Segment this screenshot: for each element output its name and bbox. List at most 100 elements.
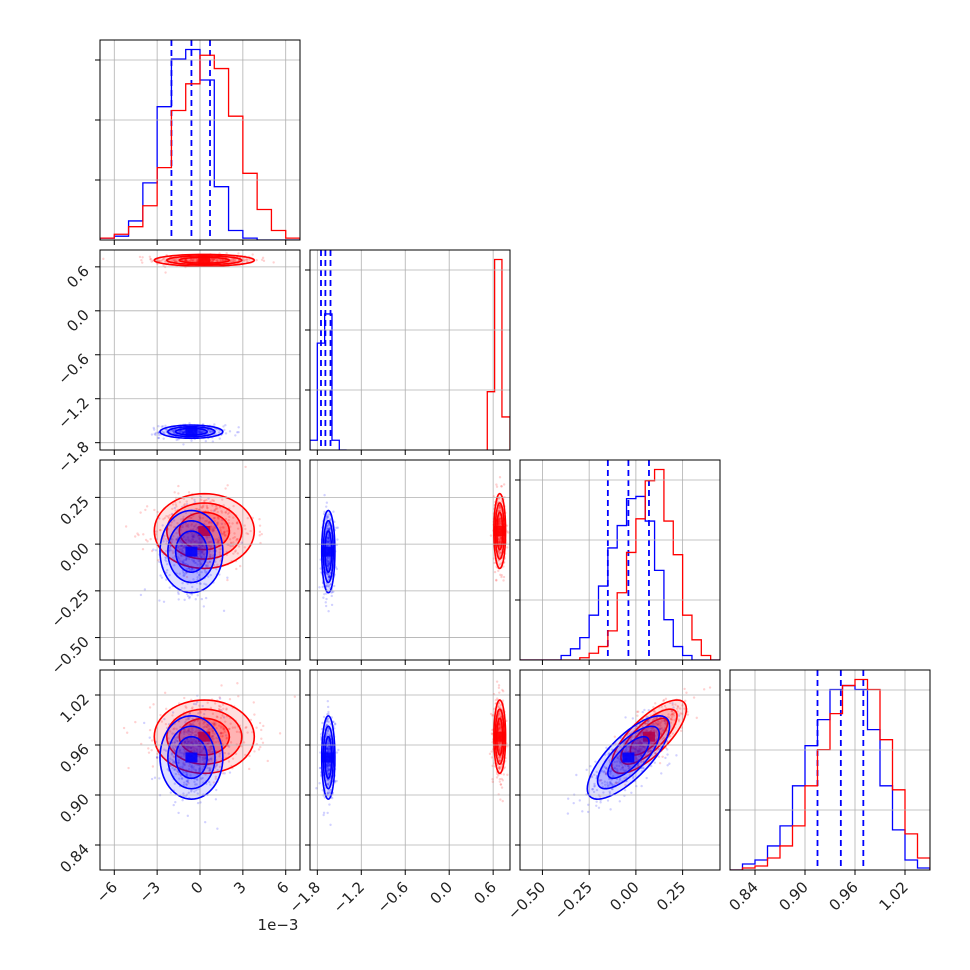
scatter-point: [328, 768, 331, 772]
scatter-point: [213, 526, 216, 530]
scatter-point: [335, 526, 338, 530]
scatter-point: [229, 260, 232, 263]
scatter-point: [197, 431, 201, 435]
scatter-point: [177, 438, 180, 441]
scatter-point: [329, 823, 332, 827]
scatter-point: [215, 567, 218, 571]
scatter-point: [178, 500, 182, 504]
scatter-point: [192, 534, 195, 537]
scatter-point: [214, 777, 217, 781]
scatter-point: [208, 757, 211, 761]
scatter-point: [158, 528, 162, 532]
scatter-point: [158, 777, 161, 780]
scatter-point: [657, 755, 661, 758]
scatter-point: [183, 503, 186, 506]
scatter-point: [175, 740, 179, 743]
contour-line: [178, 511, 231, 551]
scatter-point: [235, 521, 239, 525]
scatter-point: [159, 713, 162, 717]
scatter-point: [499, 505, 502, 508]
scatter-point: [232, 516, 235, 519]
scatter-point: [327, 573, 331, 577]
scatter-point: [325, 526, 329, 530]
scatter-point: [178, 547, 182, 551]
scatter-point: [608, 792, 612, 795]
scatter-point: [590, 775, 594, 779]
scatter-point: [195, 783, 198, 786]
scatter-point: [191, 722, 194, 726]
scatter-point: [219, 731, 223, 734]
x-tick-label: −6: [93, 878, 121, 906]
scatter-point: [167, 737, 170, 740]
scatter-point: [190, 738, 193, 742]
scatter-point: [327, 749, 331, 753]
scatter-point: [201, 553, 205, 556]
scatter-point: [190, 558, 194, 561]
scatter-point: [498, 759, 501, 762]
scatter-point: [325, 571, 328, 575]
scatter-point: [192, 525, 196, 528]
scatter-point: [591, 788, 595, 791]
scatter-point: [610, 787, 614, 791]
scatter-point: [685, 691, 688, 694]
scatter-point: [196, 594, 199, 597]
scatter-point: [654, 721, 657, 724]
scatter-point: [197, 755, 200, 758]
scatter-point: [218, 573, 221, 576]
scatter-point: [210, 757, 213, 760]
scatter-point: [326, 705, 330, 709]
scatter-point: [162, 257, 166, 260]
scatter-point: [641, 710, 644, 714]
scatter-point: [173, 727, 176, 730]
scatter-point: [326, 772, 330, 775]
scatter-point: [185, 562, 188, 566]
scatter-point: [197, 729, 200, 732]
scatter-point: [200, 570, 203, 574]
scatter-point: [203, 499, 206, 503]
scatter-point: [498, 746, 502, 750]
scatter-point: [200, 550, 204, 553]
scatter-point: [227, 745, 231, 748]
scatter-point: [213, 519, 216, 523]
scatter-point: [182, 783, 186, 787]
scatter-point: [180, 751, 183, 755]
scatter-point: [162, 437, 165, 440]
scatter-point: [180, 430, 184, 433]
density-core: [622, 752, 635, 763]
scatter-point: [190, 541, 193, 544]
scatter-point: [216, 715, 219, 719]
scatter-point: [634, 758, 638, 761]
scatter-point: [163, 431, 166, 434]
scatter-point: [206, 766, 209, 770]
scatter-point: [174, 503, 178, 506]
scatter-point: [182, 431, 186, 435]
scatter-point: [182, 732, 186, 736]
scatter-point: [497, 497, 501, 500]
scatter-point: [205, 723, 208, 726]
scatter-point: [244, 465, 247, 469]
scatter-point: [183, 430, 186, 434]
scatter-point: [497, 520, 501, 523]
scatter-point: [194, 598, 197, 601]
scatter-point: [136, 532, 139, 535]
scatter-point: [180, 544, 184, 547]
scatter-point: [184, 259, 187, 262]
scatter-point: [665, 740, 669, 743]
scatter-point: [174, 768, 177, 771]
scatter-point: [198, 751, 201, 754]
scatter-point: [236, 431, 239, 434]
scatter-point: [170, 753, 174, 756]
scatter-point: [186, 731, 189, 734]
scatter-point: [327, 563, 331, 566]
scatter-point: [315, 787, 318, 790]
scatter-point: [325, 763, 328, 766]
scatter-point: [624, 716, 627, 719]
scatter-point: [680, 726, 683, 729]
scatter-point: [223, 530, 226, 534]
panel-2-3: −0.50 −0.25 0.00 0.25: [504, 669, 721, 923]
scatter-point: [202, 747, 205, 750]
scatter-point: [190, 593, 194, 596]
scatter-point: [169, 757, 172, 760]
scatter-point: [606, 799, 610, 802]
